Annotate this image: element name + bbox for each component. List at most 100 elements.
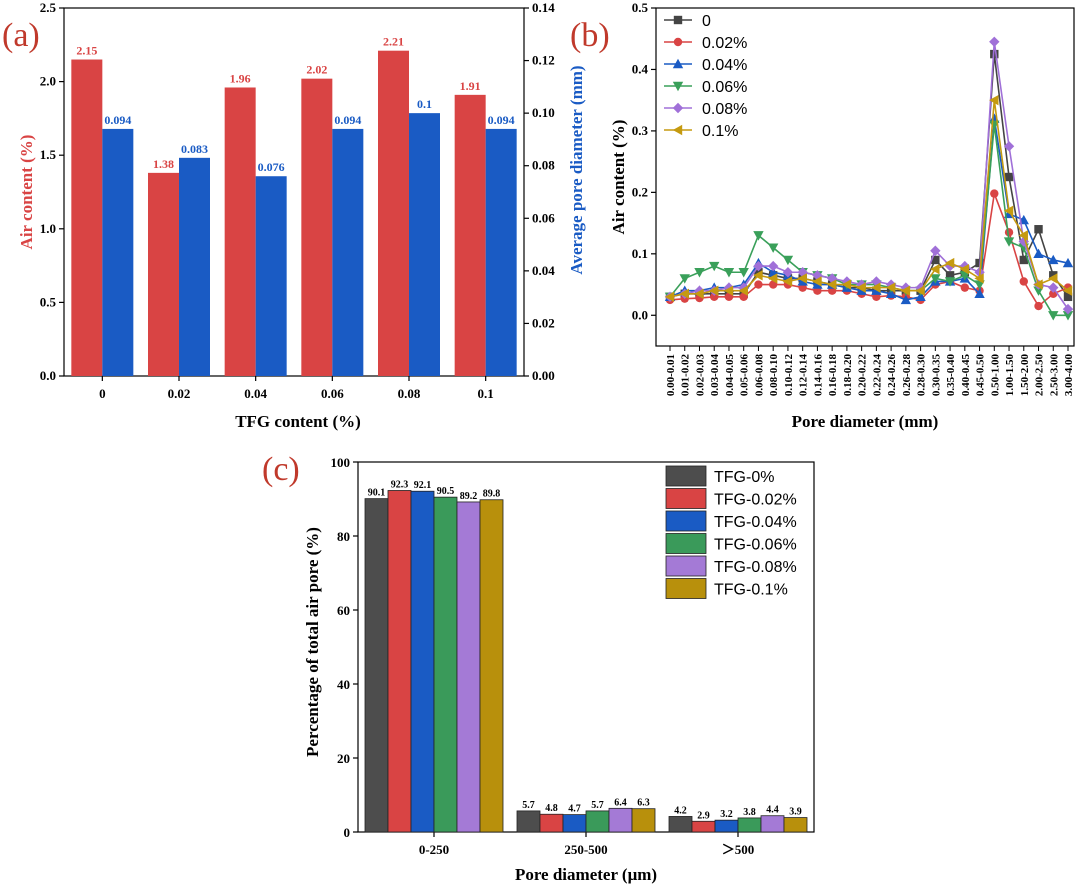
data-point-b-0 [931, 255, 940, 265]
data-label-c: 3.8 [743, 807, 756, 818]
data-point-b-5 [1048, 273, 1058, 284]
x-tick-label-c: 250-500 [564, 842, 607, 857]
x-tick-label-c: ＞500 [722, 842, 755, 857]
y-tick-label-a: 1.0 [40, 221, 56, 236]
legend-swatch-c [665, 555, 707, 577]
data-point-b-3 [738, 268, 749, 278]
x-tick-label-b: 0.45-0.50 [975, 354, 987, 397]
bar-c-4 [760, 815, 785, 833]
data-point-b-4 [900, 282, 912, 293]
chart-b: (b) Air content (%) Pore diameter (mm) 0… [570, 0, 1075, 431]
plot-frame-b [655, 7, 1075, 347]
data-label-c: 4.7 [568, 804, 581, 815]
x-tick-label-a: 0.08 [398, 386, 421, 401]
x-tick-label-c: 0-250 [419, 842, 449, 857]
data-label-a: 1.96 [230, 71, 251, 85]
data-point-b-0 [945, 271, 955, 280]
data-point-b-5 [767, 273, 778, 284]
y2-tick-label-a: 0.02 [532, 315, 555, 330]
legend-marker-b [673, 15, 683, 25]
x-tick-label-b: 0.01-0.02 [680, 354, 692, 397]
y-tick-label-a: 1.5 [40, 147, 57, 162]
bar-c-3 [585, 810, 610, 833]
series-line-b-2 [669, 118, 1069, 301]
data-point-b-3 [1048, 311, 1059, 321]
data-label-c: 89.8 [483, 489, 501, 500]
y2-tick-label-a: 0.12 [532, 53, 555, 68]
bar-a-pore-diameter [332, 128, 364, 376]
data-point-b-5 [915, 285, 925, 296]
data-point-b-3 [930, 274, 941, 284]
data-label-a: 0.094 [104, 113, 131, 127]
x-tick-label-a: 0.04 [244, 386, 267, 401]
data-point-b-5 [930, 263, 940, 275]
data-point-b-5 [871, 282, 881, 293]
legend-marker-b [672, 58, 684, 69]
x-tick-label-b: 0.26-0.28 [901, 354, 913, 397]
data-point-b-1 [739, 292, 748, 302]
bar-c-1 [539, 813, 564, 833]
y-axis-label-b: Air content (%) [609, 120, 628, 235]
x-tick-label-b: 0.50-1.00 [989, 354, 1001, 397]
y-tick-label-c: 0 [344, 825, 351, 840]
data-point-b-4 [989, 36, 1000, 47]
bar-c-0 [516, 810, 541, 833]
bar-c-1 [691, 820, 716, 833]
chart-c: (c) Percentage of total air pore (%) Por… [262, 451, 815, 884]
data-point-b-5 [1062, 285, 1073, 296]
data-label-c: 5.7 [522, 800, 535, 811]
bar-a-pore-diameter [255, 176, 287, 376]
data-point-b-2 [1033, 248, 1044, 259]
legend-swatch-c [665, 578, 707, 599]
y-tick-label-b: 0.1 [632, 246, 648, 261]
y2-tick-label-a: 0.14 [532, 0, 555, 15]
x-tick-label-b: 0.08-0.10 [768, 354, 780, 397]
data-point-b-0 [1004, 172, 1014, 182]
bar-a-air-content [224, 87, 256, 376]
data-point-b-4 [930, 245, 941, 256]
data-label-c: 3.9 [789, 807, 802, 818]
data-point-b-2 [885, 288, 897, 298]
legend-label-c: TFG-0.06% [714, 537, 797, 554]
bar-c-4 [608, 807, 633, 833]
data-label-c: 4.8 [545, 803, 558, 814]
data-point-b-4 [1018, 236, 1029, 247]
data-point-b-0 [1049, 271, 1058, 280]
legend-label-c: TFG-0.08% [714, 559, 797, 576]
data-label-a: 0.083 [181, 142, 208, 156]
x-tick-label-a: 0.06 [321, 386, 344, 401]
legend-marker-b [672, 81, 684, 92]
data-point-b-5 [959, 263, 970, 275]
x-tick-label-b: 0.04-0.05 [724, 354, 736, 397]
data-label-a: 0.1 [417, 97, 432, 111]
bar-c-3 [433, 496, 458, 833]
data-point-b-2 [974, 288, 985, 298]
data-point-b-5 [944, 257, 955, 269]
data-point-b-5 [738, 285, 748, 296]
data-label-c: 4.4 [766, 805, 779, 816]
data-point-b-5 [694, 288, 704, 299]
data-point-b-2 [900, 294, 912, 305]
data-point-b-5 [753, 270, 763, 281]
x-tick-label-b: 0.00-0.01 [665, 354, 677, 396]
data-point-b-3 [1062, 311, 1074, 321]
data-point-b-0 [1019, 255, 1028, 265]
bar-a-pore-diameter [485, 128, 517, 376]
x-tick-label-b: 0.24-0.26 [886, 354, 898, 397]
y2-tick-label-a: 0.08 [532, 158, 555, 173]
x-tick-label-b: 3.00-4.00 [1063, 354, 1075, 397]
bar-a-pore-diameter [409, 113, 440, 377]
x-tick-label-b: 0.10-0.12 [783, 354, 795, 397]
data-point-b-4 [723, 282, 735, 293]
data-point-b-2 [915, 291, 926, 302]
y-tick-label-c: 40 [337, 677, 350, 692]
legend-swatch-c [665, 510, 707, 532]
data-point-b-3 [767, 243, 779, 253]
panel-label-b: (b) [570, 17, 610, 54]
data-label-a: 2.02 [306, 63, 327, 77]
bar-c-5 [631, 808, 656, 833]
bar-a-pore-diameter [179, 157, 210, 376]
data-point-b-3 [1003, 237, 1015, 247]
legend-marker-b [672, 124, 683, 136]
bar-a-air-content [148, 172, 179, 376]
